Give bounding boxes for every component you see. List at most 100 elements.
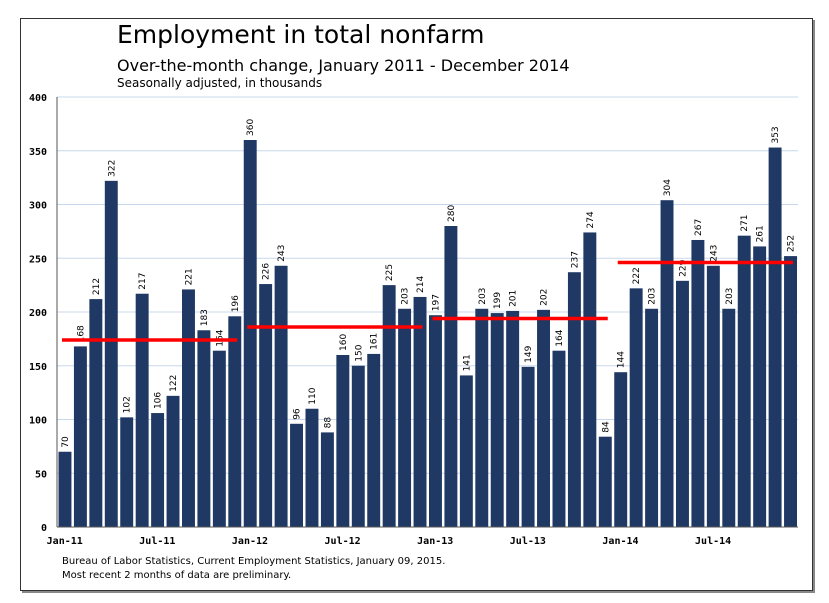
bar: [120, 417, 134, 527]
y-tick-label: 250: [29, 254, 47, 265]
bar: [506, 310, 520, 527]
data-label: 196: [231, 295, 241, 312]
bar: [290, 423, 303, 527]
bar: [737, 235, 751, 528]
chart-subtitle: Over-the-month change, January 2011 - De…: [117, 56, 570, 75]
x-tick-label: Jul-12: [325, 536, 361, 547]
y-tick-label: 350: [29, 147, 47, 158]
data-label: 237: [570, 251, 580, 268]
data-label: 102: [123, 396, 133, 413]
data-label: 199: [493, 292, 503, 309]
data-label: 226: [262, 263, 272, 280]
x-tick-label: Jul-13: [510, 536, 546, 547]
data-label: 252: [787, 235, 797, 252]
data-label: 197: [431, 294, 441, 311]
data-label: 214: [416, 275, 426, 292]
data-label: 322: [107, 160, 117, 177]
bar: [598, 436, 612, 527]
data-label: 141: [462, 354, 472, 371]
bar: [784, 256, 797, 527]
bar: [722, 308, 736, 527]
data-label: 70: [61, 436, 71, 448]
bar: [645, 308, 659, 527]
bar: [243, 140, 257, 527]
bar: [629, 288, 643, 527]
source-line: Most recent 2 months of data are prelimi…: [62, 570, 292, 581]
y-tick-label: 400: [29, 93, 47, 104]
data-label: 96: [293, 408, 303, 420]
y-tick-label: 50: [35, 469, 47, 480]
data-label: 243: [277, 245, 287, 262]
bar: [351, 365, 365, 527]
data-label: 274: [586, 211, 596, 228]
bar: [691, 239, 705, 527]
data-label: 149: [524, 345, 534, 362]
bar: [58, 451, 72, 527]
data-label: 203: [401, 288, 411, 305]
x-tick-label: Jan-11: [47, 536, 83, 547]
data-label: 202: [540, 289, 550, 306]
data-label: 280: [447, 205, 457, 222]
bar: [475, 308, 489, 527]
data-label: 164: [555, 329, 565, 346]
data-label: 110: [308, 387, 318, 404]
bar: [151, 413, 165, 527]
y-tick-label: 300: [29, 201, 47, 212]
data-label: 168: [76, 325, 86, 342]
bar: [166, 395, 180, 527]
data-label: 222: [632, 267, 642, 284]
data-label: 217: [138, 273, 148, 290]
data-label: 150: [354, 344, 364, 361]
source-note: Bureau of Labor Statistics, Current Empl…: [62, 555, 445, 583]
bar: [676, 280, 689, 527]
y-tick-label: 150: [29, 362, 47, 373]
data-label: 243: [709, 245, 719, 262]
data-label: 360: [246, 119, 256, 136]
bar: [382, 285, 396, 527]
bar: [89, 299, 103, 527]
y-tick-label: 200: [29, 308, 47, 319]
data-label: 221: [184, 268, 194, 285]
data-label: 201: [509, 290, 519, 307]
y-tick-label: 100: [29, 416, 47, 427]
bar: [320, 432, 334, 527]
bar: [459, 375, 473, 527]
bar: [259, 284, 273, 527]
data-label: 122: [169, 375, 179, 392]
data-label: 267: [694, 219, 704, 236]
data-label: 88: [323, 417, 333, 429]
data-label: 212: [92, 278, 102, 295]
data-label: 203: [725, 288, 735, 305]
bar: [552, 350, 566, 527]
bar: [567, 272, 581, 527]
bar: [583, 232, 597, 527]
bar: [753, 246, 767, 528]
x-tick-label: Jan-13: [417, 536, 453, 547]
bar: [429, 315, 442, 527]
bar: [336, 355, 350, 527]
data-label: 183: [200, 309, 210, 326]
bar: [212, 350, 226, 527]
bar: [660, 200, 674, 527]
data-label: 160: [339, 334, 349, 351]
data-label: 203: [478, 288, 488, 305]
bar: [367, 353, 381, 527]
x-tick-label: Jul-11: [139, 536, 175, 547]
chart-subtitle-units: Seasonally adjusted, in thousands: [117, 76, 323, 90]
bar: [73, 346, 87, 527]
chart-title: Employment in total nonfarm: [117, 20, 485, 49]
y-tick-label: 0: [41, 523, 47, 534]
bar: [305, 408, 319, 527]
bar: [182, 289, 195, 527]
data-label: 144: [617, 351, 627, 368]
data-label: 304: [663, 179, 673, 196]
x-tick-label: Jan-14: [602, 536, 638, 547]
x-tick-label: Jul-14: [695, 536, 731, 547]
bar: [537, 309, 550, 527]
bar: [768, 147, 782, 527]
bar: [104, 180, 118, 527]
bar: [614, 372, 628, 527]
bar: [413, 296, 427, 527]
data-label: 106: [154, 392, 164, 409]
